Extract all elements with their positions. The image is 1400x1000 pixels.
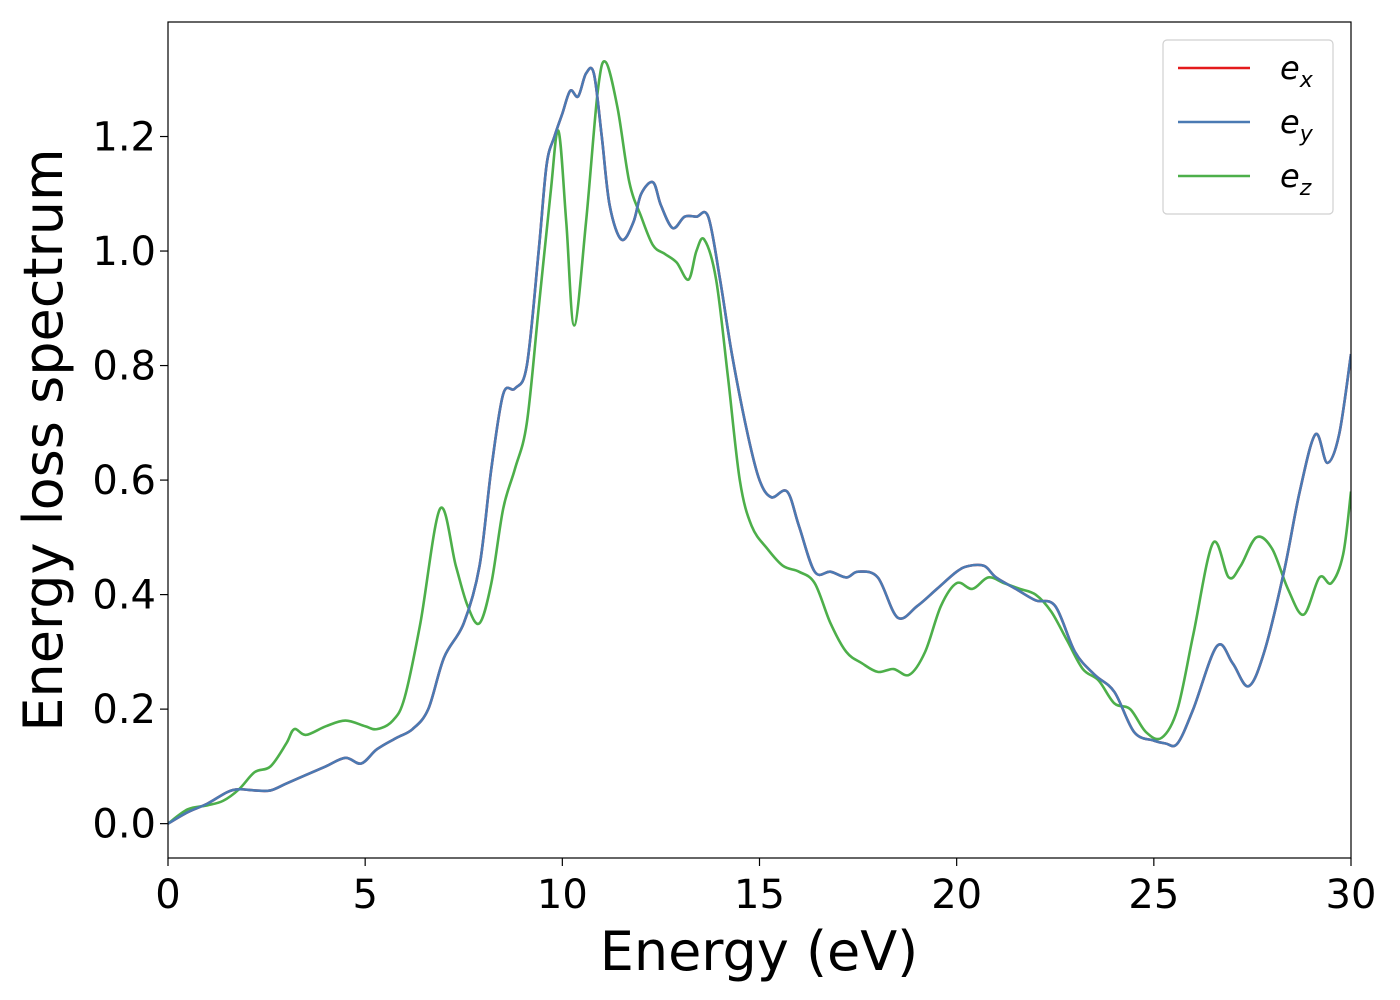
y-tick-label: 0.8: [92, 344, 156, 390]
y-tick-label: 0.2: [92, 687, 156, 733]
y-axis-label: Energy loss spectrum: [12, 148, 75, 731]
legend-label-e-z: ez: [1280, 157, 1312, 201]
x-tick-label: 5: [352, 872, 377, 918]
x-axis: 0 5 10 15 20 25 30: [155, 858, 1376, 918]
y-tick-label: 1.2: [92, 115, 156, 161]
y-tick-label: 0.4: [92, 573, 156, 619]
x-tick-label: 0: [155, 872, 180, 918]
series-line-e-z: [168, 60, 1351, 825]
y-tick-label: 0.6: [92, 458, 156, 504]
x-tick-label: 10: [537, 872, 588, 918]
series-layer: [168, 60, 1351, 825]
x-tick-label: 25: [1128, 872, 1179, 918]
y-tick-label: 0.0: [92, 802, 156, 848]
y-tick-label: 1.0: [92, 229, 156, 275]
x-tick-label: 20: [931, 872, 982, 918]
legend-frame: [1162, 39, 1334, 215]
x-tick-label: 15: [734, 872, 785, 918]
x-axis-label: Energy (eV): [600, 920, 919, 983]
series-line-e-y: [168, 66, 1351, 825]
y-axis: 0.0 0.2 0.4 0.6 0.8 1.0 1.2: [92, 115, 168, 848]
x-tick-label: 30: [1326, 872, 1377, 918]
